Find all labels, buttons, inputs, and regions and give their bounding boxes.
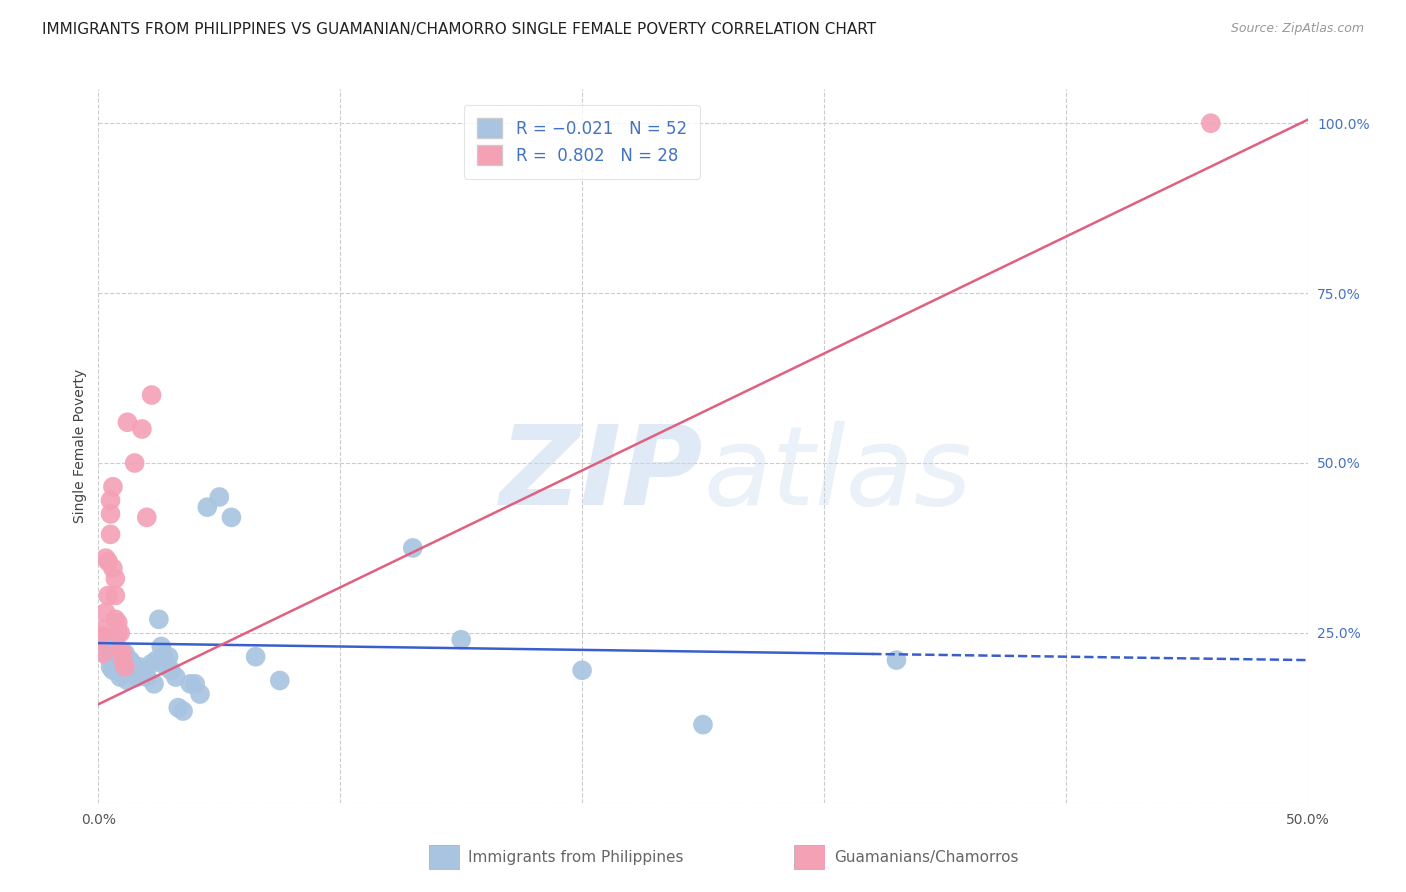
- Point: [111, 646, 134, 660]
- Point: [111, 666, 134, 681]
- Point: [118, 653, 141, 667]
- Point: [101, 663, 124, 677]
- Point: [117, 415, 139, 429]
- Point: [108, 643, 131, 657]
- Point: [157, 649, 180, 664]
- Text: Immigrants from Philippines: Immigrants from Philippines: [468, 850, 683, 864]
- Point: [208, 490, 231, 504]
- Point: [94, 606, 117, 620]
- Point: [165, 670, 187, 684]
- Point: [184, 677, 207, 691]
- Point: [135, 670, 157, 684]
- Point: [114, 663, 136, 677]
- Point: [91, 646, 114, 660]
- Point: [100, 493, 122, 508]
- Point: [91, 623, 114, 637]
- Point: [692, 717, 714, 731]
- Point: [145, 653, 167, 667]
- Point: [152, 649, 174, 664]
- Point: [100, 527, 122, 541]
- Point: [94, 640, 117, 654]
- Point: [107, 615, 129, 630]
- Point: [97, 555, 120, 569]
- Point: [402, 541, 425, 555]
- Point: [571, 663, 593, 677]
- Point: [1199, 116, 1222, 130]
- Point: [97, 636, 120, 650]
- Point: [104, 572, 127, 586]
- Point: [117, 660, 139, 674]
- Point: [107, 663, 129, 677]
- Point: [450, 632, 472, 647]
- Text: Guamanians/Chamorros: Guamanians/Chamorros: [834, 850, 1018, 864]
- Point: [108, 626, 131, 640]
- Point: [195, 500, 218, 515]
- Point: [121, 657, 143, 671]
- Point: [104, 643, 127, 657]
- Point: [97, 649, 120, 664]
- Point: [131, 663, 153, 677]
- Point: [104, 612, 127, 626]
- Point: [117, 673, 139, 688]
- Point: [111, 653, 134, 667]
- Text: Source: ZipAtlas.com: Source: ZipAtlas.com: [1230, 22, 1364, 36]
- Point: [100, 646, 122, 660]
- Point: [124, 456, 146, 470]
- Point: [91, 629, 114, 643]
- Point: [90, 629, 112, 643]
- Point: [150, 640, 173, 654]
- Point: [101, 561, 124, 575]
- Point: [94, 551, 117, 566]
- Point: [135, 510, 157, 524]
- Point: [167, 700, 190, 714]
- Point: [111, 653, 134, 667]
- Point: [108, 657, 131, 671]
- Point: [188, 687, 211, 701]
- Point: [131, 422, 153, 436]
- Point: [141, 657, 163, 671]
- Point: [141, 388, 163, 402]
- Point: [97, 589, 120, 603]
- Point: [155, 660, 177, 674]
- Point: [107, 649, 129, 664]
- Point: [269, 673, 291, 688]
- Point: [124, 663, 146, 677]
- Point: [104, 589, 127, 603]
- Point: [160, 663, 183, 677]
- Point: [127, 670, 149, 684]
- Point: [108, 670, 131, 684]
- Text: atlas: atlas: [703, 421, 972, 528]
- Point: [114, 646, 136, 660]
- Text: IMMIGRANTS FROM PHILIPPINES VS GUAMANIAN/CHAMORRO SINGLE FEMALE POVERTY CORRELAT: IMMIGRANTS FROM PHILIPPINES VS GUAMANIAN…: [42, 22, 876, 37]
- Point: [114, 660, 136, 674]
- Legend: R = −0.021   N = 52, R =  0.802   N = 28: R = −0.021 N = 52, R = 0.802 N = 28: [464, 104, 700, 178]
- Point: [107, 626, 129, 640]
- Point: [221, 510, 243, 524]
- Point: [179, 677, 201, 691]
- Point: [172, 704, 194, 718]
- Point: [104, 657, 127, 671]
- Point: [143, 677, 166, 691]
- Point: [101, 653, 124, 667]
- Point: [245, 649, 267, 664]
- Text: ZIP: ZIP: [499, 421, 703, 528]
- Point: [128, 660, 150, 674]
- Point: [886, 653, 908, 667]
- Y-axis label: Single Female Poverty: Single Female Poverty: [73, 369, 87, 523]
- Point: [148, 612, 170, 626]
- Point: [100, 660, 122, 674]
- Point: [100, 507, 122, 521]
- Point: [101, 480, 124, 494]
